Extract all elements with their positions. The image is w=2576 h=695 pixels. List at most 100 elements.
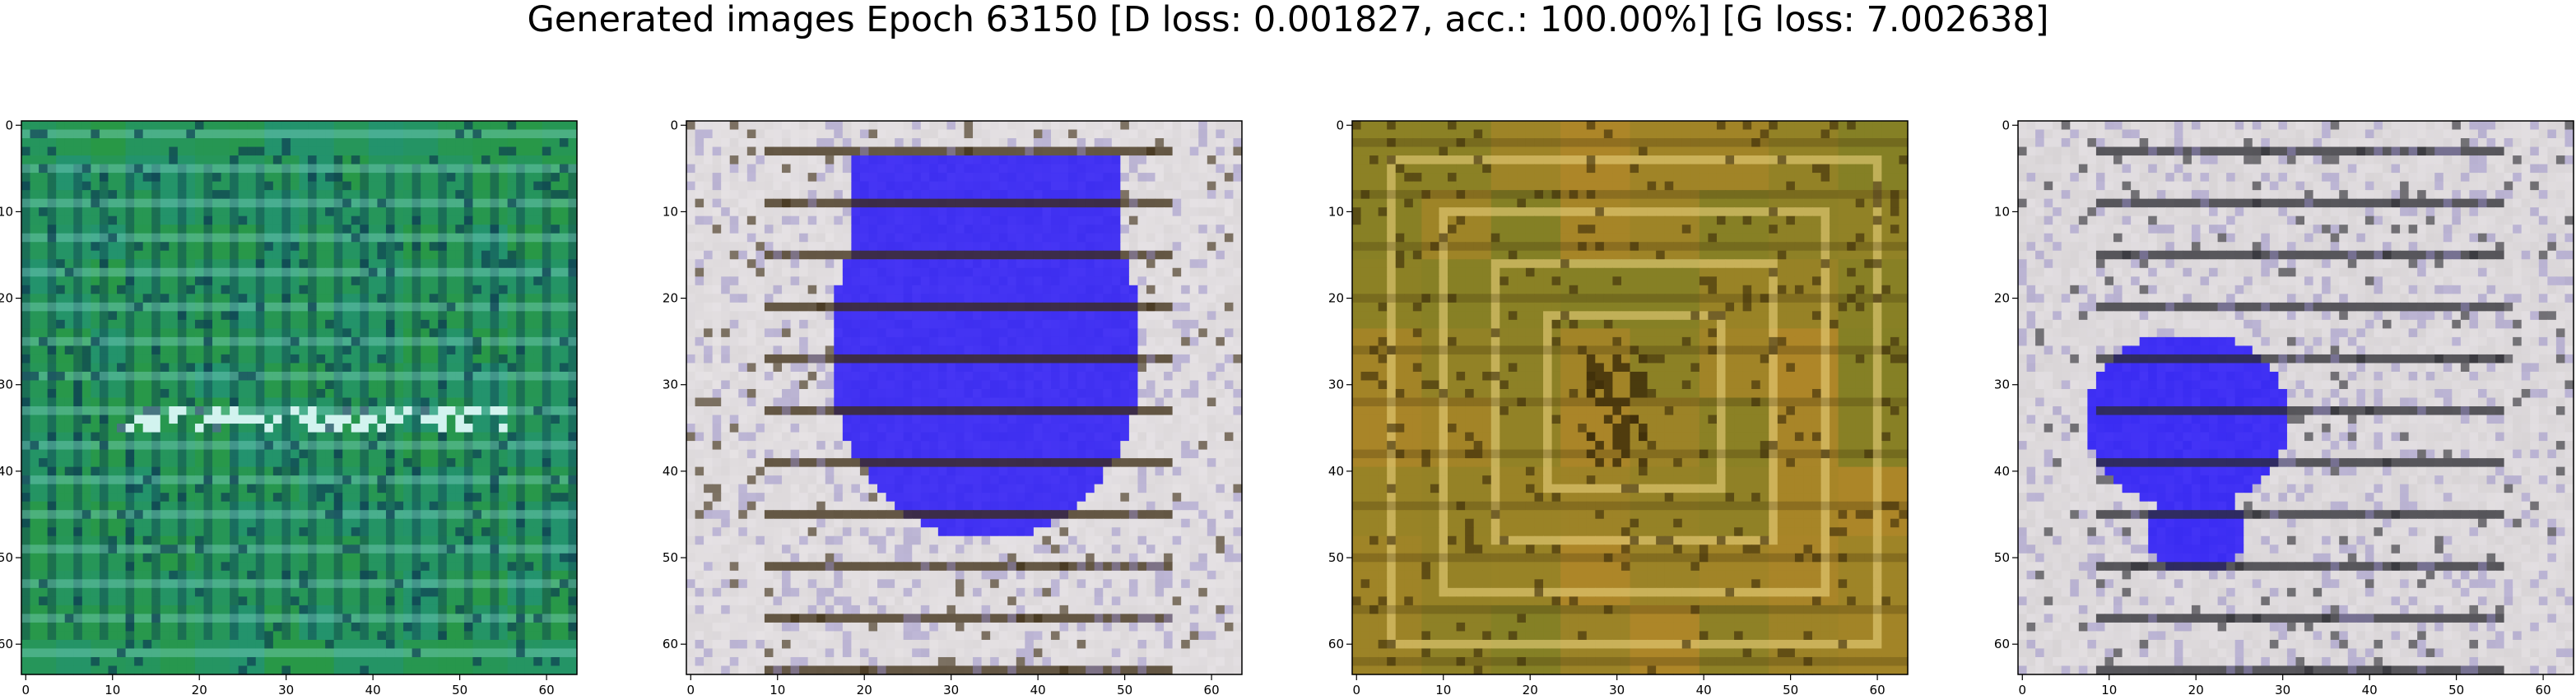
image-pixel xyxy=(1094,129,1104,139)
image-pixel xyxy=(290,363,300,373)
image-pixel xyxy=(134,319,144,329)
image-pixel xyxy=(429,639,439,650)
image-pixel xyxy=(238,121,248,131)
image-pixel xyxy=(438,484,448,493)
image-pixel xyxy=(559,285,570,294)
image-pixel xyxy=(877,146,887,156)
image-pixel xyxy=(169,501,179,511)
image-pixel xyxy=(299,501,309,511)
image-pixel xyxy=(151,562,161,572)
image-pixel xyxy=(194,354,205,364)
image-pixel xyxy=(99,605,109,614)
image-pixel xyxy=(438,475,448,485)
image-pixel xyxy=(308,518,318,528)
image-pixel xyxy=(247,466,257,476)
image-pixel xyxy=(421,596,430,606)
image-pixel xyxy=(421,259,430,269)
image-pixel xyxy=(316,336,326,347)
image-pixel xyxy=(368,501,379,511)
image-pixel xyxy=(91,328,100,338)
image-pixel xyxy=(134,138,144,148)
image-pixel xyxy=(499,173,509,183)
image-pixel xyxy=(507,562,517,572)
image-pixel xyxy=(333,631,343,641)
image-pixel xyxy=(169,587,179,597)
image-pixel xyxy=(507,605,517,614)
image-pixel xyxy=(151,449,161,459)
image-pixel xyxy=(316,328,326,338)
image-pixel xyxy=(686,233,696,243)
image-pixel xyxy=(1025,146,1035,156)
image-pixel xyxy=(524,639,534,650)
image-pixel xyxy=(1172,190,1182,200)
image-pixel xyxy=(421,397,430,407)
image-pixel xyxy=(299,570,309,580)
subplot-1-image xyxy=(21,121,578,675)
image-pixel xyxy=(56,587,66,597)
image-pixel xyxy=(194,596,205,606)
image-pixel xyxy=(30,466,40,476)
image-pixel xyxy=(342,466,352,476)
image-pixel xyxy=(73,466,83,476)
image-pixel xyxy=(272,328,283,338)
image-pixel xyxy=(212,656,222,667)
image-pixel xyxy=(255,138,265,148)
image-pixel xyxy=(1233,173,1243,183)
image-pixel xyxy=(368,198,379,208)
image-pixel xyxy=(455,510,465,520)
image-pixel xyxy=(937,164,948,174)
image-pixel xyxy=(990,207,1000,217)
image-pixel xyxy=(64,345,74,355)
image-pixel xyxy=(516,173,526,183)
image-pixel xyxy=(125,155,135,165)
image-pixel xyxy=(764,181,774,191)
image-pixel xyxy=(30,267,40,277)
image-pixel xyxy=(1216,190,1225,200)
image-pixel xyxy=(30,527,40,537)
image-pixel xyxy=(56,415,66,424)
image-pixel xyxy=(568,363,578,373)
image-pixel xyxy=(438,215,448,225)
image-pixel xyxy=(238,294,248,303)
image-pixel xyxy=(56,665,66,675)
image-pixel xyxy=(264,294,274,303)
image-pixel xyxy=(463,449,474,459)
image-pixel xyxy=(472,424,482,433)
image-pixel xyxy=(194,276,205,286)
image-pixel xyxy=(429,363,439,373)
image-pixel xyxy=(937,129,948,139)
image-pixel xyxy=(507,276,517,286)
image-pixel xyxy=(1155,225,1165,234)
image-pixel xyxy=(507,493,517,503)
image-pixel xyxy=(272,648,283,658)
image-pixel xyxy=(516,510,526,520)
image-pixel xyxy=(160,388,170,399)
image-pixel xyxy=(446,605,456,614)
image-pixel xyxy=(212,665,222,675)
image-pixel xyxy=(91,250,100,260)
image-pixel xyxy=(142,121,152,131)
image-pixel xyxy=(30,363,40,373)
image-pixel xyxy=(194,129,205,139)
image-pixel xyxy=(247,276,257,286)
image-pixel xyxy=(1111,155,1121,165)
image-pixel xyxy=(221,441,230,451)
image-pixel xyxy=(272,562,283,572)
image-pixel xyxy=(524,449,534,459)
image-pixel xyxy=(30,155,40,165)
image-pixel xyxy=(221,493,230,503)
image-pixel xyxy=(342,424,352,433)
image-pixel xyxy=(125,259,135,269)
image-pixel xyxy=(551,311,560,321)
image-pixel xyxy=(21,665,31,675)
image-pixel xyxy=(316,648,326,658)
image-pixel xyxy=(455,233,465,243)
image-pixel xyxy=(64,225,74,234)
image-pixel xyxy=(421,665,430,675)
image-pixel xyxy=(264,466,274,476)
image-pixel xyxy=(1025,207,1035,217)
image-pixel xyxy=(533,207,543,217)
image-pixel xyxy=(559,527,570,537)
image-pixel xyxy=(559,207,570,217)
image-pixel xyxy=(255,493,265,503)
